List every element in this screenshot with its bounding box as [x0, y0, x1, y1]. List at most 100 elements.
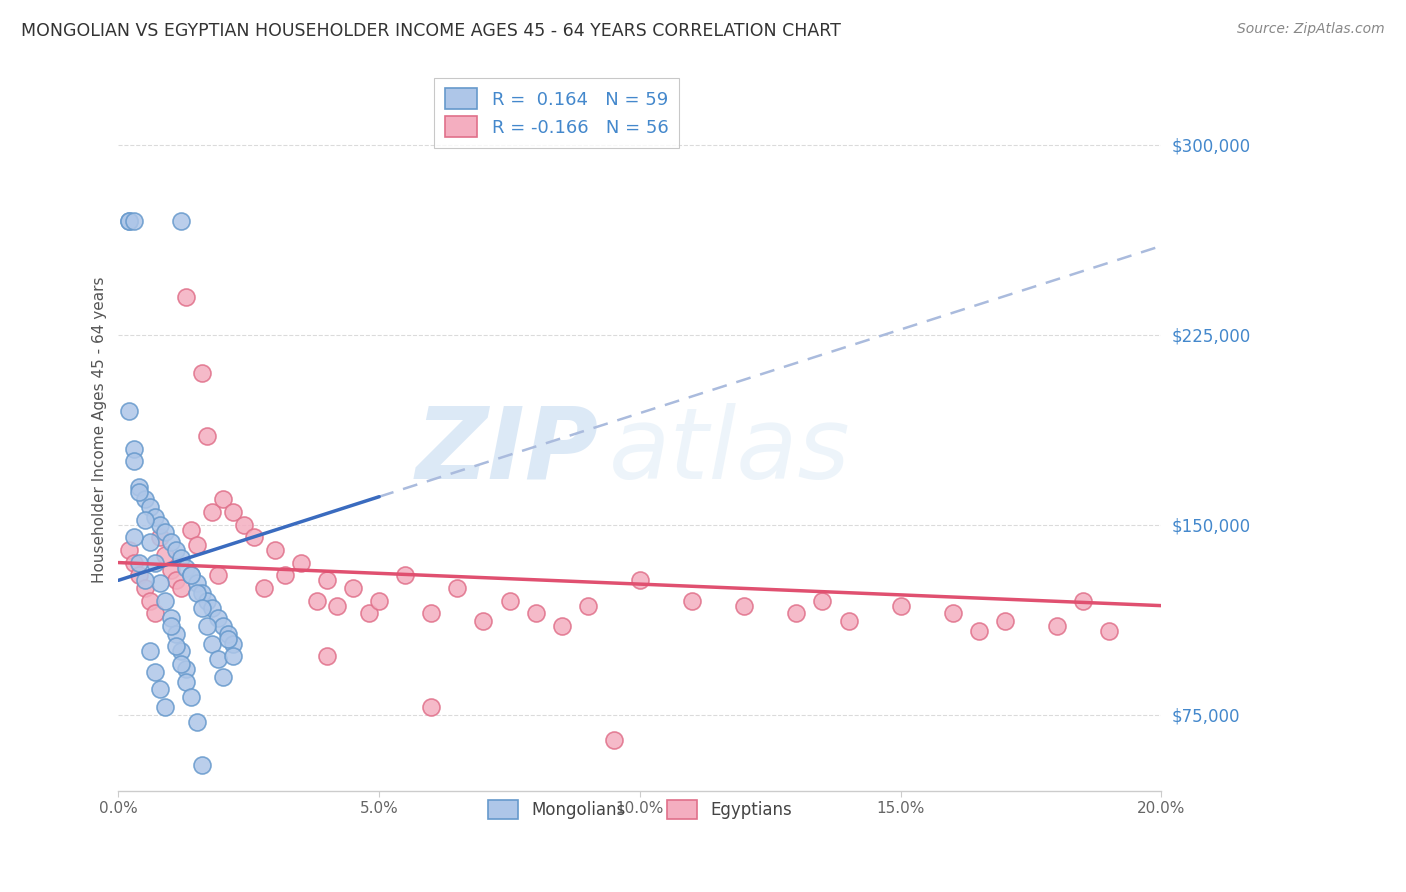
Point — [994, 614, 1017, 628]
Point — [420, 700, 443, 714]
Point — [942, 606, 965, 620]
Point — [174, 662, 197, 676]
Point — [472, 614, 495, 628]
Point — [128, 484, 150, 499]
Point — [155, 548, 177, 562]
Point — [305, 593, 328, 607]
Point — [165, 626, 187, 640]
Point — [217, 632, 239, 646]
Point — [122, 442, 145, 456]
Point — [217, 626, 239, 640]
Point — [186, 538, 208, 552]
Point — [134, 492, 156, 507]
Point — [134, 581, 156, 595]
Point — [420, 606, 443, 620]
Point — [122, 556, 145, 570]
Point — [149, 682, 172, 697]
Point — [1071, 593, 1094, 607]
Point — [159, 619, 181, 633]
Point — [128, 479, 150, 493]
Point — [155, 700, 177, 714]
Point — [207, 652, 229, 666]
Text: ZIP: ZIP — [415, 402, 598, 500]
Point — [222, 649, 245, 664]
Point — [290, 556, 312, 570]
Point — [180, 690, 202, 704]
Point — [316, 649, 339, 664]
Point — [357, 606, 380, 620]
Point — [122, 454, 145, 468]
Point — [174, 289, 197, 303]
Point — [576, 599, 599, 613]
Point — [207, 611, 229, 625]
Point — [191, 601, 214, 615]
Point — [180, 568, 202, 582]
Point — [138, 535, 160, 549]
Point — [811, 593, 834, 607]
Point — [122, 530, 145, 544]
Point — [253, 581, 276, 595]
Point — [186, 586, 208, 600]
Point — [603, 733, 626, 747]
Point — [155, 525, 177, 540]
Point — [174, 560, 197, 574]
Point — [232, 517, 254, 532]
Point — [118, 213, 141, 227]
Point — [838, 614, 860, 628]
Point — [174, 674, 197, 689]
Point — [186, 575, 208, 590]
Point — [159, 563, 181, 577]
Point — [274, 568, 297, 582]
Point — [165, 574, 187, 588]
Point — [342, 581, 364, 595]
Point — [118, 403, 141, 417]
Point — [211, 670, 233, 684]
Point — [524, 606, 547, 620]
Point — [180, 568, 202, 582]
Point — [118, 213, 141, 227]
Point — [211, 619, 233, 633]
Point — [211, 492, 233, 507]
Point — [118, 542, 141, 557]
Y-axis label: Householder Income Ages 45 - 64 years: Householder Income Ages 45 - 64 years — [93, 277, 107, 582]
Point — [733, 599, 755, 613]
Point — [138, 644, 160, 658]
Point — [222, 637, 245, 651]
Point — [143, 510, 166, 524]
Legend: Mongolians, Egyptians: Mongolians, Egyptians — [481, 793, 799, 826]
Text: MONGOLIAN VS EGYPTIAN HOUSEHOLDER INCOME AGES 45 - 64 YEARS CORRELATION CHART: MONGOLIAN VS EGYPTIAN HOUSEHOLDER INCOME… — [21, 22, 841, 40]
Point — [1046, 619, 1069, 633]
Point — [498, 593, 520, 607]
Point — [368, 593, 391, 607]
Point — [967, 624, 990, 638]
Point — [785, 606, 807, 620]
Point — [201, 637, 224, 651]
Point — [195, 593, 218, 607]
Point — [316, 574, 339, 588]
Point — [149, 530, 172, 544]
Point — [143, 606, 166, 620]
Text: Source: ZipAtlas.com: Source: ZipAtlas.com — [1237, 22, 1385, 37]
Point — [122, 213, 145, 227]
Point — [134, 512, 156, 526]
Point — [128, 568, 150, 582]
Point — [165, 542, 187, 557]
Point — [138, 593, 160, 607]
Point — [243, 530, 266, 544]
Point — [128, 556, 150, 570]
Point — [149, 575, 172, 590]
Point — [681, 593, 703, 607]
Point — [264, 542, 287, 557]
Point — [170, 581, 193, 595]
Point — [195, 429, 218, 443]
Point — [134, 574, 156, 588]
Point — [159, 611, 181, 625]
Point — [222, 505, 245, 519]
Point — [191, 366, 214, 380]
Point — [191, 758, 214, 772]
Point — [155, 593, 177, 607]
Text: atlas: atlas — [609, 402, 851, 500]
Point — [446, 581, 468, 595]
Point — [138, 500, 160, 514]
Point — [1098, 624, 1121, 638]
